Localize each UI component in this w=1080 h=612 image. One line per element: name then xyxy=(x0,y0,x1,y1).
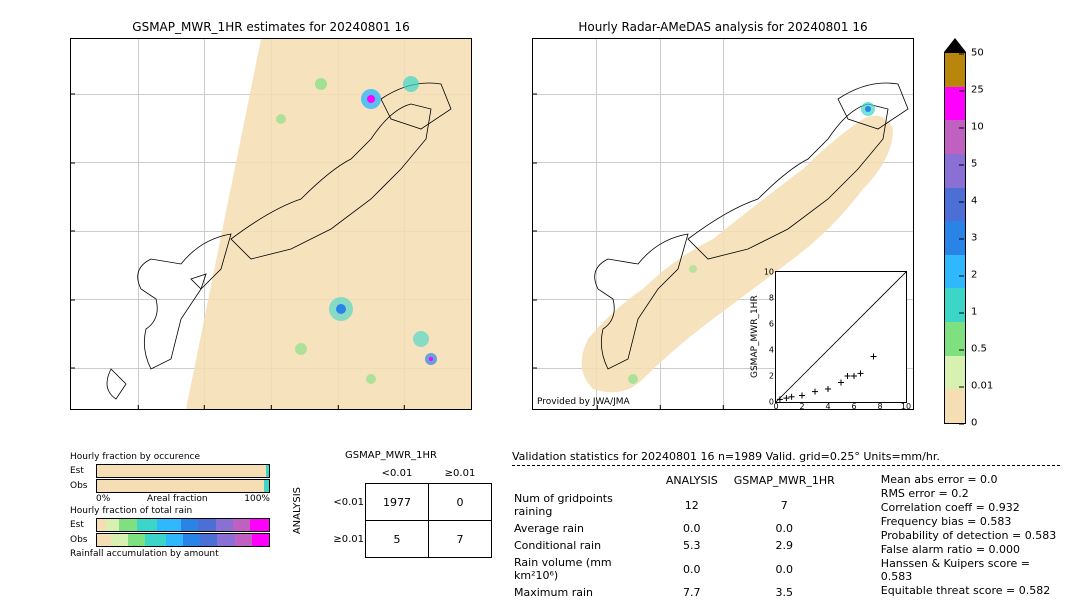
axis-mid: Areal fraction xyxy=(147,494,208,504)
contingency-table: <0.01 ≥0.01 <0.01 1977 0 ≥0.01 5 7 xyxy=(303,463,492,558)
stats-table: ANALYSIS GSMAP_MWR_1HR Num of gridpoints… xyxy=(512,472,851,602)
obs-label: Obs xyxy=(70,535,96,545)
attribution: Provided by JWA/JMA xyxy=(537,397,630,407)
ytick: 45°N xyxy=(70,88,71,99)
xtick: 140°E xyxy=(323,409,353,410)
ytick: 40°N xyxy=(532,157,533,168)
stats-block: Validation statistics for 20240801 16 n=… xyxy=(512,450,1060,602)
cont-col-1: ≥0.01 xyxy=(429,463,492,484)
left-map-svg xyxy=(71,39,471,409)
maps-row: GSMAP_MWR_1HR estimates for 20240801 16 xyxy=(20,20,1060,420)
colorbar-container: 502510543210.50.010 xyxy=(934,38,966,424)
xtick: 130°E xyxy=(644,409,674,410)
colorbar-overflow-icon xyxy=(944,38,966,52)
obs-label: Obs xyxy=(70,481,96,491)
axis-100: 100% xyxy=(244,494,270,504)
total-obs-bar xyxy=(96,533,270,547)
cont-col-0: <0.01 xyxy=(366,463,429,484)
ytick: 30°N xyxy=(532,294,533,305)
occurrence-title: Hourly fraction by occurence xyxy=(70,452,270,462)
stats-th: ANALYSIS xyxy=(666,474,732,489)
xtick: 135°E xyxy=(708,409,738,410)
right-map-panel: Hourly Radar-AMeDAS analysis for 2024080… xyxy=(532,20,914,410)
colorbar: 502510543210.50.010 xyxy=(944,52,966,424)
total-title: Hourly fraction of total rain xyxy=(70,506,270,516)
axis-0: 0% xyxy=(96,494,110,504)
est-label: Est xyxy=(70,520,96,530)
left-map-title: GSMAP_MWR_1HR estimates for 20240801 16 xyxy=(70,20,472,34)
xtick: 130°E xyxy=(189,409,219,410)
ytick: 25°N xyxy=(70,362,71,373)
total-est-bar xyxy=(96,518,270,532)
ytick: 30°N xyxy=(70,294,71,305)
occurrence-est-bar xyxy=(96,464,270,478)
accum-title: Rainfall accumulation by amount xyxy=(70,549,270,559)
contingency-title: GSMAP_MWR_1HR xyxy=(290,450,492,461)
ytick: 40°N xyxy=(70,157,71,168)
scatter-inset: ANALYSIS GSMAP_MWR_1HR 00224466881010 xyxy=(775,271,907,403)
cont-cell: 5 xyxy=(366,521,429,558)
stats-th: GSMAP_MWR_1HR xyxy=(734,474,849,489)
cont-cell: 7 xyxy=(429,521,492,558)
divider xyxy=(512,465,1060,466)
cont-row-0: <0.01 xyxy=(303,484,366,521)
inset-ylabel: GSMAP_MWR_1HR xyxy=(750,272,760,402)
cont-row-1: ≥0.01 xyxy=(303,521,366,558)
left-map: 25°N 30°N 35°N 40°N 45°N 125°E 130°E 135… xyxy=(70,38,472,410)
ytick: 25°N xyxy=(532,362,533,373)
contingency-ylabel: ANALYSIS xyxy=(290,487,303,534)
stats-title: Validation statistics for 20240801 16 n=… xyxy=(512,450,1060,463)
ytick: 35°N xyxy=(532,225,533,236)
stats-list: Mean abs error = 0.0RMS error = 0.2Corre… xyxy=(881,472,1060,602)
left-map-panel: GSMAP_MWR_1HR estimates for 20240801 16 xyxy=(70,20,472,410)
contingency-block: GSMAP_MWR_1HR ANALYSIS <0.01 ≥0.01 <0.01… xyxy=(290,450,492,558)
xtick: 125°E xyxy=(123,409,153,410)
cont-cell: 1977 xyxy=(366,484,429,521)
fraction-block: Hourly fraction by occurence Est Obs 0% … xyxy=(70,450,270,561)
est-label: Est xyxy=(70,466,96,476)
right-map: 25°N 30°N 35°N 40°N 45°N 125°E 130°E 135… xyxy=(532,38,914,410)
xtick: 135°E xyxy=(256,409,286,410)
xtick: 145°E xyxy=(389,409,419,410)
cont-cell: 0 xyxy=(429,484,492,521)
occurrence-obs-bar xyxy=(96,479,270,493)
ytick: 35°N xyxy=(70,225,71,236)
bottom-row: Hourly fraction by occurence Est Obs 0% … xyxy=(20,450,1060,602)
xtick: 125°E xyxy=(581,409,611,410)
right-map-title: Hourly Radar-AMeDAS analysis for 2024080… xyxy=(532,20,914,34)
ytick: 45°N xyxy=(532,88,533,99)
